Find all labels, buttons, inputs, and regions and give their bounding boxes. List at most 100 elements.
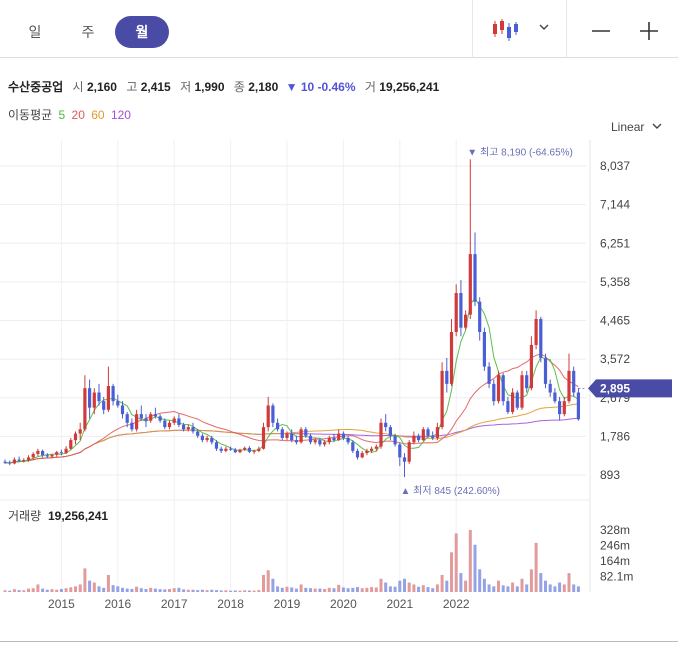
candle — [224, 446, 228, 453]
candle-body — [365, 450, 369, 454]
high-annotation: ▼ 최고 8,190 (-64.65%) — [467, 146, 573, 158]
candle-body — [153, 414, 157, 417]
candle — [440, 362, 444, 430]
candle-body — [276, 422, 280, 430]
candle-body — [407, 442, 411, 462]
volume-bar — [478, 569, 482, 592]
candle — [8, 460, 12, 466]
candle-body — [506, 401, 510, 412]
candle-body — [346, 437, 350, 443]
candle-body — [88, 388, 92, 408]
candle — [525, 370, 529, 393]
candle-body — [501, 375, 505, 402]
candle-body — [332, 437, 336, 441]
candle — [355, 448, 360, 460]
candle-body — [445, 370, 449, 384]
candle-body — [83, 388, 87, 430]
candle-body — [388, 427, 392, 436]
candle-body — [210, 437, 214, 443]
candle-body — [64, 448, 68, 454]
candle — [153, 407, 157, 419]
candle — [92, 388, 96, 415]
tab-month[interactable]: 월 — [115, 16, 169, 48]
candle-body — [26, 457, 31, 460]
volume-bar — [370, 587, 374, 592]
moving-average-legend[interactable]: 이동평균 5 20 60 120 — [8, 106, 131, 123]
candle — [125, 411, 129, 428]
tab-day[interactable]: 일 — [28, 24, 42, 40]
low-value: 1,990 — [194, 80, 225, 94]
candle-body — [496, 375, 501, 402]
candle-body — [196, 431, 200, 436]
candle — [379, 418, 383, 449]
candle — [191, 422, 195, 434]
volume-bar — [525, 584, 529, 592]
candle-body — [106, 386, 110, 410]
x-tick-label: 2018 — [217, 597, 244, 611]
volume-bar — [172, 588, 176, 592]
volume-bar — [318, 588, 322, 592]
candle — [41, 449, 45, 458]
candle-body — [261, 427, 266, 449]
candle-body — [102, 401, 106, 410]
candle-body — [482, 331, 486, 367]
volume-bar — [544, 580, 547, 592]
volume-label: 거 — [364, 80, 376, 94]
candle-body — [31, 453, 35, 458]
volume-bar — [78, 584, 82, 592]
candle-body — [50, 454, 54, 457]
candle — [393, 433, 397, 447]
candle-body — [337, 433, 341, 441]
candle — [177, 414, 181, 428]
candle — [276, 418, 280, 432]
candle-body — [417, 435, 421, 441]
volume-bar — [482, 578, 486, 592]
x-tick-label: 2017 — [161, 597, 188, 611]
tab-week[interactable]: 주 — [81, 24, 95, 40]
change-value: ▼ 10 -0.46% — [285, 80, 356, 94]
volume-bar — [45, 589, 49, 592]
top-toolbar: 일 주 월 — [0, 0, 678, 58]
candle-body — [534, 318, 538, 345]
candle-body — [294, 440, 298, 443]
candle — [332, 433, 336, 443]
candle-body — [355, 450, 360, 458]
candle-body — [22, 459, 26, 461]
chevron-down-icon[interactable] — [538, 22, 550, 32]
candle — [78, 422, 82, 441]
volume-bar — [97, 586, 101, 592]
candle — [407, 440, 411, 464]
candle — [539, 316, 543, 363]
volume-bar — [487, 584, 491, 592]
minus-icon[interactable] — [591, 21, 611, 41]
candle — [59, 449, 63, 456]
candle-body — [548, 383, 552, 393]
candle-body — [478, 301, 482, 332]
candle-body — [182, 424, 186, 430]
candle — [280, 427, 284, 441]
candle-body — [327, 437, 331, 443]
candle-body — [130, 422, 134, 430]
candle — [454, 284, 458, 337]
scale-selector[interactable]: Linear — [611, 120, 663, 134]
candle-body — [323, 442, 327, 445]
candle-body — [280, 429, 284, 438]
candle-body — [41, 450, 45, 456]
plus-icon[interactable] — [639, 21, 659, 41]
candle — [50, 453, 54, 458]
candle — [102, 396, 106, 415]
candle-body — [384, 422, 388, 428]
low-annotation: ▲ 최저 845 (242.60%) — [401, 485, 500, 497]
candle — [200, 433, 204, 443]
candle — [172, 416, 176, 425]
candle — [323, 440, 327, 447]
candle-body — [139, 414, 143, 419]
volume-bar — [417, 586, 421, 592]
volume-bar — [139, 588, 143, 592]
candle-body — [158, 416, 162, 421]
volume-bar — [515, 586, 519, 592]
candle-body — [36, 450, 40, 454]
volume-bar — [243, 590, 247, 592]
ma-label: 이동평균 — [8, 108, 53, 122]
